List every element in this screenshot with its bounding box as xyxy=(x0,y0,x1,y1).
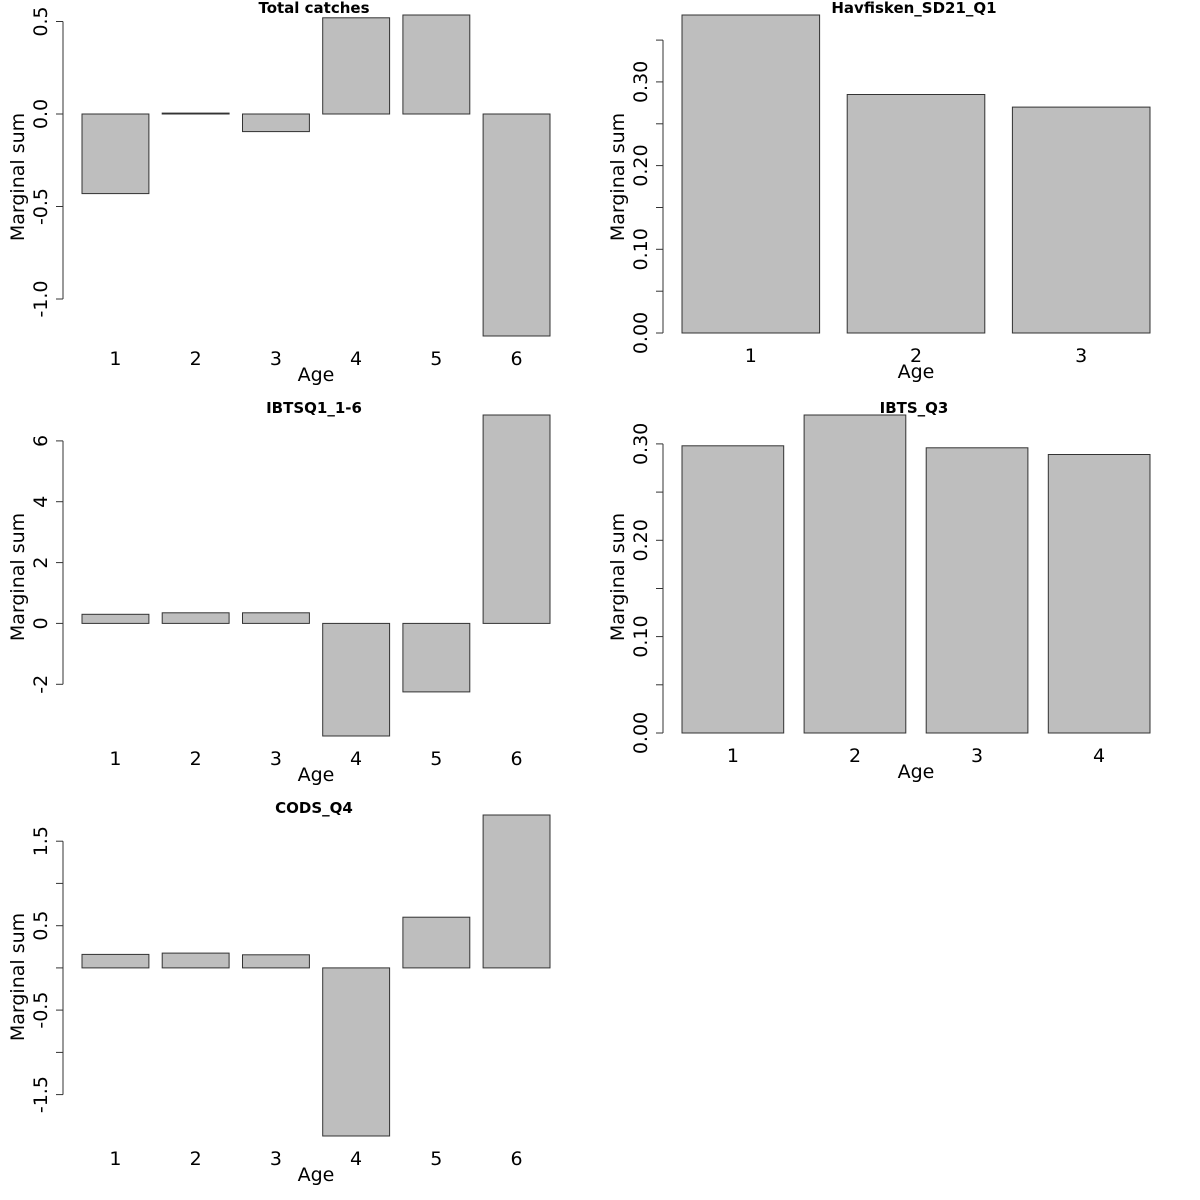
bar-age-1 xyxy=(681,445,785,734)
bar-age-6 xyxy=(482,113,551,337)
x-tick-label: 1 xyxy=(109,1148,121,1170)
x-tick-label: 2 xyxy=(190,748,202,770)
bar-age-1 xyxy=(681,14,821,334)
bar-age-5 xyxy=(402,622,471,693)
y-tick-label: -2 xyxy=(30,675,52,694)
x-tick-label: 3 xyxy=(270,348,282,370)
x-tick-label: 1 xyxy=(727,745,739,767)
bar-age-4 xyxy=(322,622,391,737)
y-axis-label: Marginal sum xyxy=(607,513,629,641)
y-tick-label: 0.00 xyxy=(630,712,652,754)
bar-age-3 xyxy=(1011,106,1151,334)
bar-age-3 xyxy=(925,447,1029,734)
y-tick-label: 0.10 xyxy=(630,615,652,657)
bar-age-2 xyxy=(161,952,230,969)
y-tick-label: 1.5 xyxy=(30,826,52,856)
bar-age-5 xyxy=(402,14,471,115)
y-tick-label: 0.10 xyxy=(630,228,652,270)
x-axis-label: Age xyxy=(898,761,935,783)
x-tick-label: 1 xyxy=(745,345,757,367)
y-tick-label: 6 xyxy=(30,435,52,447)
x-axis-label: Age xyxy=(898,361,935,383)
y-axis-label: Marginal sum xyxy=(7,913,29,1041)
bar-age-3 xyxy=(242,954,310,969)
x-tick-label: 2 xyxy=(190,1148,202,1170)
y-tick-label: -0.5 xyxy=(30,992,52,1029)
x-tick-label: 4 xyxy=(350,348,362,370)
y-axis-label: Marginal sum xyxy=(607,113,629,241)
chart-panel-1: 1 2 3 4 5 6 -1.0 -0.5 0.0 0.5 Total catches Age Marg… xyxy=(7,0,551,386)
bar-age-3 xyxy=(242,113,310,133)
y-tick-label: -1.0 xyxy=(30,280,52,317)
x-tick-label: 6 xyxy=(511,748,523,770)
y-tick-label: -1.5 xyxy=(30,1076,52,1113)
bar-age-3 xyxy=(242,612,310,624)
y-tick-label: 0.20 xyxy=(630,519,652,561)
x-tick-label: 5 xyxy=(430,1148,442,1170)
x-tick-label: 3 xyxy=(270,1148,282,1170)
bar-age-6 xyxy=(482,414,551,624)
bar-age-1 xyxy=(81,113,150,195)
bar-age-4 xyxy=(322,17,391,115)
x-tick-label: 4 xyxy=(1093,745,1105,767)
bar-age-4 xyxy=(1047,454,1151,734)
chart-panel-4: 1 2 3 4 0.00 0.10 0.20 0.30 IBTS_Q3 Age Marginal s… xyxy=(607,399,1151,783)
y-tick-label: 4 xyxy=(30,496,52,508)
y-tick-label: 2 xyxy=(30,557,52,569)
x-tick-label: 4 xyxy=(350,748,362,770)
x-tick-label: 3 xyxy=(971,745,983,767)
x-tick-label: 2 xyxy=(910,345,922,367)
bar-age-1 xyxy=(81,953,150,969)
x-tick-label: 5 xyxy=(430,348,442,370)
y-tick-label: 0.5 xyxy=(30,6,52,36)
chart-title: Total catches xyxy=(258,0,369,17)
x-tick-label: 3 xyxy=(270,748,282,770)
y-tick-label: -0.5 xyxy=(30,188,52,225)
chart-title: IBTSQ1_1-6 xyxy=(266,399,362,417)
chart-panel-5: 1 2 3 4 5 6 -1.5 -0.5 0.5 1.5 CODS_Q4 Age Marginal s… xyxy=(7,799,551,1186)
chart-title: CODS_Q4 xyxy=(275,799,353,817)
x-tick-label: 2 xyxy=(190,348,202,370)
bar-age-2 xyxy=(161,112,230,115)
chart-panel-3: 1 2 3 4 5 6 -2 0 2 4 6 IBTSQ1_1-6 Age Marginal sum xyxy=(7,399,551,786)
bar-age-6 xyxy=(482,814,551,969)
chart-panel-2: 1 2 3 0.00 0.10 0.20 0.30 Havfisken_SD21_Q1 Age M… xyxy=(607,0,1151,383)
y-tick-label: 0.00 xyxy=(630,312,652,354)
bar-age-5 xyxy=(402,916,471,969)
y-tick-label: 0.5 xyxy=(30,911,52,941)
bar-age-2 xyxy=(846,94,986,334)
x-tick-label: 5 xyxy=(430,748,442,770)
bar-age-1 xyxy=(81,613,150,624)
chart-title: IBTS_Q3 xyxy=(880,399,949,417)
y-tick-label: 0.30 xyxy=(630,61,652,103)
x-tick-label: 1 xyxy=(109,348,121,370)
chart-title: Havfisken_SD21_Q1 xyxy=(831,0,996,17)
y-axis-label: Marginal sum xyxy=(7,513,29,641)
y-tick-label: 0.20 xyxy=(630,144,652,186)
y-tick-label: 0 xyxy=(30,617,52,629)
y-tick-label: 0.30 xyxy=(630,423,652,465)
x-axis-label: Age xyxy=(298,364,335,386)
x-tick-label: 3 xyxy=(1075,345,1087,367)
x-axis-label: Age xyxy=(298,1164,335,1186)
x-axis-label: Age xyxy=(298,764,335,786)
bar-age-4 xyxy=(322,967,391,1137)
x-tick-label: 6 xyxy=(511,1148,523,1170)
y-tick-label: 0.0 xyxy=(30,99,52,129)
x-tick-label: 4 xyxy=(350,1148,362,1170)
bar-age-2 xyxy=(803,414,907,734)
x-tick-label: 6 xyxy=(511,348,523,370)
x-tick-label: 2 xyxy=(849,745,861,767)
y-axis-label: Marginal sum xyxy=(7,113,29,241)
x-tick-label: 1 xyxy=(109,748,121,770)
bar-age-2 xyxy=(161,612,230,624)
